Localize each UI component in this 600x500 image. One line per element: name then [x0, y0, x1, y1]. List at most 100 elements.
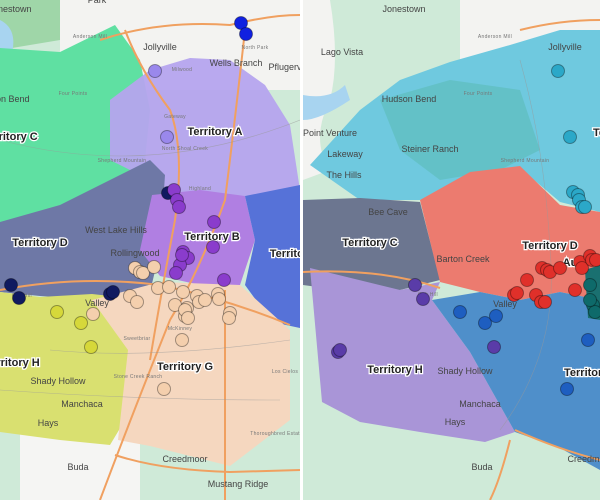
territory-h-area-right[interactable] [310, 268, 515, 442]
location-marker[interactable] [581, 333, 595, 347]
place-label: Buda [471, 462, 492, 472]
location-marker[interactable] [172, 200, 186, 214]
location-marker[interactable] [551, 64, 565, 78]
place-label: Hudson Bend [382, 94, 437, 104]
location-marker[interactable] [217, 273, 231, 287]
location-marker[interactable] [157, 382, 171, 396]
location-marker[interactable] [520, 273, 534, 287]
place-label: Rollingwood [110, 248, 159, 258]
location-marker[interactable] [563, 130, 577, 144]
location-marker[interactable] [478, 316, 492, 330]
territory-b-area[interactable] [140, 190, 255, 285]
territory-h-area[interactable] [0, 292, 130, 445]
location-marker[interactable] [416, 292, 430, 306]
location-marker[interactable] [212, 292, 226, 306]
location-marker[interactable] [207, 215, 221, 229]
location-marker[interactable] [181, 311, 195, 325]
place-label: Wells Branch [210, 58, 263, 68]
place-label: Shady Hollow [437, 366, 493, 376]
location-marker[interactable] [510, 286, 524, 300]
location-marker[interactable] [538, 295, 552, 309]
location-marker[interactable] [408, 278, 422, 292]
place-label: Park [88, 0, 107, 5]
territory-label: Territory B [184, 231, 239, 243]
location-marker[interactable] [162, 280, 176, 294]
location-marker[interactable] [575, 261, 589, 275]
territory-label: Territory G [564, 367, 600, 379]
place-label: West Lake Hills [85, 225, 147, 235]
location-marker[interactable] [50, 305, 64, 319]
place-label: Jollyville [143, 42, 177, 52]
place-label: Shady Hollow [30, 376, 86, 386]
place-label: Milwood [172, 67, 192, 73]
territory-label: Territory H [0, 357, 40, 369]
location-marker[interactable] [487, 340, 501, 354]
place-label: Jonestown [382, 4, 425, 14]
territory-d-area[interactable] [0, 160, 165, 300]
location-marker[interactable] [206, 240, 220, 254]
location-marker[interactable] [222, 311, 236, 325]
place-label: Creedmoor [162, 454, 207, 464]
location-marker[interactable] [198, 293, 212, 307]
location-marker[interactable] [578, 200, 592, 214]
location-marker[interactable] [86, 307, 100, 321]
location-marker[interactable] [147, 260, 161, 274]
place-label: Sweetbriar [124, 336, 151, 342]
location-marker[interactable] [553, 261, 567, 275]
territory-label: Territory D [522, 240, 577, 252]
territory-label: Territory C [0, 131, 38, 143]
place-label: North Park [242, 45, 269, 51]
place-label: Gateway [164, 114, 186, 120]
place-label: Jollyville [548, 42, 582, 52]
place-label: Buda [67, 462, 88, 472]
location-marker[interactable] [4, 278, 18, 292]
location-marker[interactable] [74, 316, 88, 330]
location-marker[interactable] [148, 64, 162, 78]
place-label: North Shoal Creek [162, 146, 208, 152]
location-marker[interactable] [589, 253, 600, 267]
location-marker[interactable] [333, 343, 347, 357]
left-map[interactable] [0, 0, 300, 500]
place-label: Anderson Mill [478, 34, 512, 40]
location-marker[interactable] [176, 285, 190, 299]
location-marker[interactable] [84, 340, 98, 354]
location-marker[interactable] [583, 278, 597, 292]
location-marker[interactable] [106, 285, 120, 299]
place-label: Valley [493, 299, 517, 309]
place-label: Steiner Ranch [401, 144, 458, 154]
place-label: Shepherd Mountain [501, 158, 550, 164]
place-label: Shepherd Mountain [98, 158, 147, 164]
location-marker[interactable] [175, 333, 189, 347]
territory-label: Territory C [342, 237, 397, 249]
location-marker[interactable] [583, 293, 597, 307]
territory-label: Territory [270, 248, 315, 260]
location-marker[interactable] [175, 248, 189, 262]
place-label: Point Venture [303, 128, 357, 138]
location-marker[interactable] [12, 291, 26, 305]
location-marker[interactable] [160, 130, 174, 144]
place-label: Highland [189, 186, 211, 192]
location-marker[interactable] [568, 283, 582, 297]
location-marker[interactable] [136, 266, 150, 280]
territory-g-area[interactable] [92, 282, 290, 466]
place-label: Thoroughbred Estates [250, 431, 306, 437]
territory-label: Territory G [157, 361, 213, 373]
location-marker[interactable] [489, 309, 503, 323]
territory-c-area-right[interactable] [303, 198, 440, 290]
location-marker[interactable] [588, 305, 600, 319]
location-marker[interactable] [234, 16, 248, 30]
territory-label: Territory H [367, 364, 422, 376]
location-marker[interactable] [169, 266, 183, 280]
place-label: McKinney [168, 326, 193, 332]
panel-divider [300, 0, 303, 500]
place-label: Mustang Ridge [208, 479, 269, 489]
location-marker[interactable] [453, 305, 467, 319]
location-marker[interactable] [130, 295, 144, 309]
territory-e-area[interactable] [245, 185, 300, 328]
location-marker[interactable] [239, 27, 253, 41]
location-marker[interactable] [560, 382, 574, 396]
territory-g-area-right[interactable] [432, 292, 600, 470]
place-label: Barton Creek [436, 254, 490, 264]
